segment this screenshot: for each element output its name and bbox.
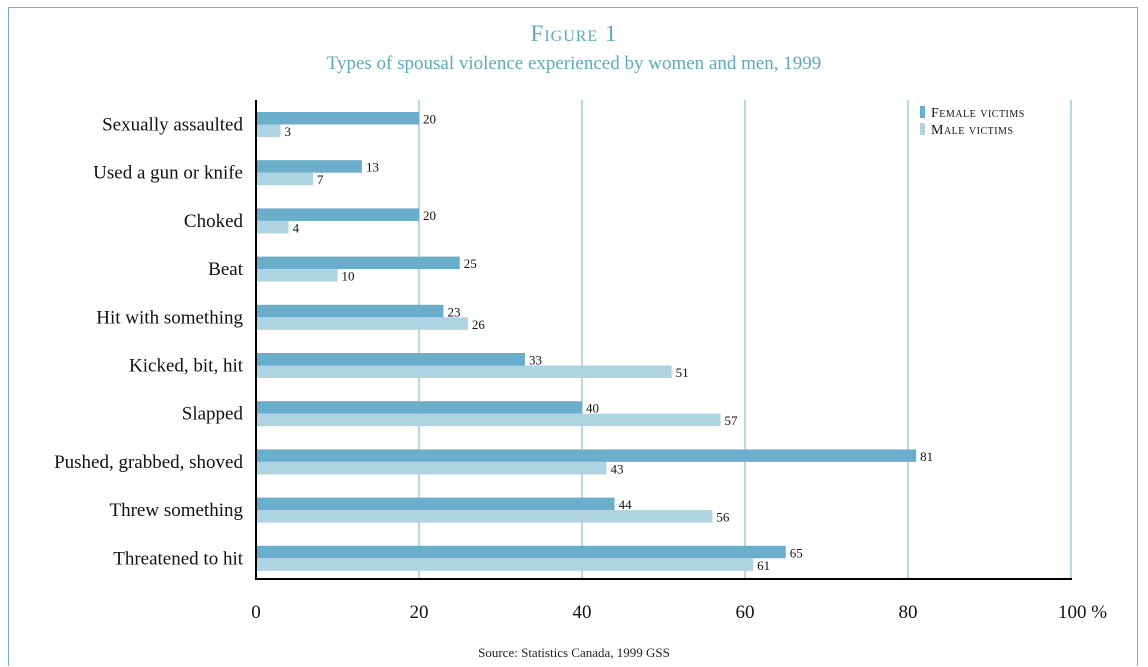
male-bar-0 [256, 124, 281, 137]
female-bar-8 [256, 497, 615, 511]
female-bar-1 [256, 160, 362, 173]
x-tick-label-20: 20 [410, 602, 429, 623]
male-bar-9 [256, 558, 754, 571]
male-bar-1 [256, 172, 314, 186]
female-value-label-6: 40 [586, 401, 599, 416]
male-value-label-3: 10 [342, 269, 355, 284]
female-value-label-1: 13 [366, 160, 379, 175]
category-label-0: Sexually assaulted [102, 115, 243, 136]
figure-title: Figure 1 [530, 21, 618, 46]
category-label-3: Beat [208, 259, 244, 280]
axes [255, 100, 1072, 580]
category-label-4: Hit with something [96, 307, 243, 328]
female-bar-5 [256, 353, 525, 366]
female-value-label-2: 20 [423, 208, 436, 223]
female-value-label-5: 33 [529, 353, 542, 368]
male-bar-5 [256, 365, 672, 378]
male-value-label-4: 26 [472, 317, 486, 332]
female-value-label-3: 25 [464, 256, 477, 271]
female-legend-label: Female victims [931, 106, 1025, 121]
male-bar-3 [256, 269, 338, 282]
female-bar-4 [256, 304, 444, 318]
labels: 20 3 Sexually assaulted 13 7 Used a gun or kn… [54, 112, 1107, 624]
female-value-label-7: 81 [920, 449, 933, 464]
category-label-2: Choked [184, 211, 244, 232]
male-legend-label: Male victims [931, 123, 1014, 138]
male-value-label-0: 3 [284, 124, 291, 139]
male-bar-8 [256, 510, 713, 523]
female-value-label-9: 65 [790, 545, 803, 560]
female-bar-2 [256, 208, 419, 221]
x-tick-label-100: 100 % [1058, 602, 1107, 623]
male-legend-swatch [920, 123, 925, 135]
x-tick-label-0: 0 [251, 602, 261, 623]
category-label-7: Pushed, grabbed, shoved [54, 452, 243, 473]
female-bar-0 [256, 112, 419, 125]
female-bar-7 [256, 449, 917, 462]
female-legend-swatch [920, 106, 925, 118]
figure-subtitle: Types of spousal violence experienced by… [326, 53, 822, 74]
male-value-label-8: 56 [716, 510, 730, 525]
x-tick-label-40: 40 [573, 602, 592, 623]
male-value-label-9: 61 [757, 558, 770, 573]
x-tick-label-60: 60 [736, 602, 755, 623]
source-note: Source: Statistics Canada, 1999 GSS [478, 645, 670, 660]
figure-frame [8, 7, 1138, 666]
category-label-1: Used a gun or knife [93, 163, 243, 184]
male-value-label-6: 57 [725, 413, 739, 428]
category-label-8: Threw something [109, 500, 243, 521]
female-value-label-0: 20 [423, 112, 436, 127]
male-value-label-2: 4 [293, 220, 300, 235]
legend: Female victims Male victims [920, 106, 1025, 138]
category-label-5: Kicked, bit, hit [129, 356, 244, 377]
male-value-label-5: 51 [676, 365, 689, 380]
x-tick-label-80: 80 [899, 602, 918, 623]
male-value-label-1: 7 [317, 172, 324, 187]
female-value-label-8: 44 [619, 497, 633, 512]
male-bar-7 [256, 461, 607, 475]
bars [256, 112, 917, 571]
male-value-label-7: 43 [610, 461, 623, 476]
category-label-9: Threatened to hit [113, 548, 244, 569]
category-label-6: Slapped [182, 404, 244, 425]
male-bar-6 [256, 413, 721, 427]
female-value-label-4: 23 [447, 304, 460, 319]
male-bar-4 [256, 317, 468, 330]
female-bar-6 [256, 401, 582, 414]
male-bar-2 [256, 220, 289, 234]
female-bar-3 [256, 256, 460, 270]
female-bar-9 [256, 545, 786, 559]
